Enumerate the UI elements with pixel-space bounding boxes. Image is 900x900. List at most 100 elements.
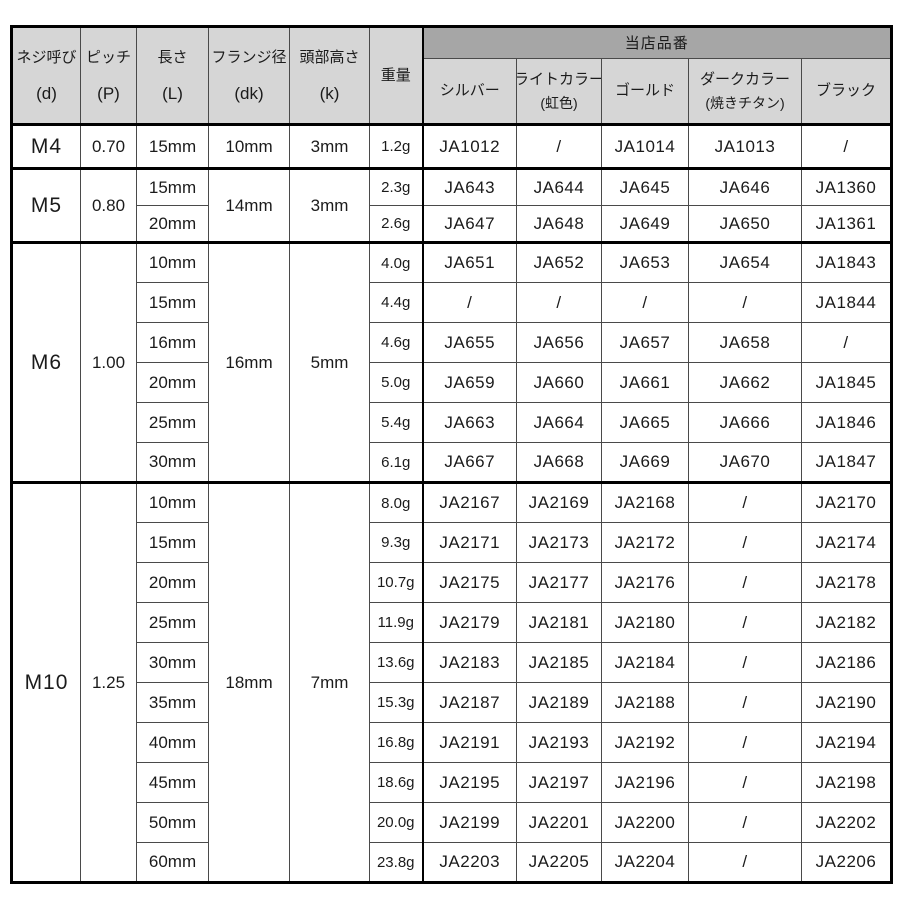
part-number-cell: JA668 <box>516 442 602 483</box>
part-number-cell: JA2185 <box>516 642 602 683</box>
part-number-cell: JA2180 <box>601 602 689 643</box>
part-number-cell: JA2203 <box>421 842 517 883</box>
part-number-cell: / <box>800 322 893 363</box>
length-cell: 16mm <box>136 322 209 363</box>
col-header-head-height: 頭部高さ (k) <box>289 26 370 125</box>
part-number-cell: JA2187 <box>421 682 517 723</box>
part-number-cell: JA2173 <box>516 522 602 563</box>
part-number-cell: / <box>601 282 689 323</box>
part-number-cell: JA2170 <box>800 481 893 523</box>
part-number-cell: JA2169 <box>516 481 602 523</box>
part-number-cell: JA644 <box>516 167 602 206</box>
length-cell: 30mm <box>136 642 209 683</box>
weight-cell: 2.6g <box>369 205 423 243</box>
part-number-cell: / <box>516 282 602 323</box>
part-number-cell: JA2206 <box>800 842 893 883</box>
part-number-cell: JA1361 <box>800 205 893 243</box>
part-number-cell: JA670 <box>688 442 802 483</box>
part-number-cell: JA2178 <box>800 562 893 603</box>
table-header: ネジ呼び (d) ピッチ (P) 長さ (L) <box>11 26 893 126</box>
weight-cell: 20.0g <box>369 802 423 843</box>
weight-cell: 4.0g <box>369 241 423 283</box>
part-number-cell: JA2189 <box>516 682 602 723</box>
length-cell: 25mm <box>136 602 209 643</box>
table-body: M4 0.70 15mm 10mm 3mm 1.2g JA1012/JA1014 JA1013… <box>11 123 893 883</box>
head-height-cell: 5mm <box>289 241 370 483</box>
spec-table: ネジ呼び (d) ピッチ (P) 長さ (L) <box>10 25 894 884</box>
part-number-cell: JA662 <box>688 362 802 403</box>
part-number-cell: JA2190 <box>800 682 893 723</box>
length-cell: 35mm <box>136 682 209 723</box>
weight-cell: 1.2g <box>369 123 423 169</box>
part-number-cell: JA1845 <box>800 362 893 403</box>
part-number-cell: JA1846 <box>800 402 893 443</box>
part-number-cell: JA650 <box>688 205 802 243</box>
col-header-label: シルバー <box>439 82 500 100</box>
part-number-cell: / <box>688 762 802 803</box>
part-number-cell: JA663 <box>421 402 517 443</box>
part-number-cell: / <box>421 282 517 323</box>
col-header-symbol: (dk) <box>234 83 264 103</box>
size-cell: M5 <box>11 167 81 243</box>
part-number-cell: JA648 <box>516 205 602 243</box>
part-number-cell: JA2177 <box>516 562 602 603</box>
col-header-label: ゴールド <box>614 82 675 100</box>
weight-cell: 13.6g <box>369 642 423 683</box>
col-header-symbol: (L) <box>162 83 183 103</box>
part-number-cell: JA1360 <box>800 167 893 206</box>
col-header-label: 頭部高さ <box>299 48 360 66</box>
col-header-label: ダークカラー <box>699 70 790 88</box>
part-number-cell: / <box>688 682 802 723</box>
length-cell: 20mm <box>136 362 209 403</box>
part-number-cell: JA2195 <box>421 762 517 803</box>
part-number-cell: JA2168 <box>601 481 689 523</box>
col-header-pitch: ピッチ (P) <box>80 26 137 125</box>
length-cell: 30mm <box>136 442 209 483</box>
length-cell: 20mm <box>136 562 209 603</box>
weight-cell: 2.3g <box>369 167 423 206</box>
length-cell: 25mm <box>136 402 209 443</box>
flange-cell: 14mm <box>208 167 290 243</box>
part-number-cell: JA2194 <box>800 722 893 763</box>
part-number-cell: / <box>688 802 802 843</box>
part-number-cell: JA664 <box>516 402 602 443</box>
part-number-cell: / <box>688 642 802 683</box>
flange-cell: 10mm <box>208 123 290 169</box>
part-number-cell: JA1012 <box>421 123 517 169</box>
weight-cell: 9.3g <box>369 522 423 563</box>
weight-cell: 23.8g <box>369 842 423 883</box>
part-number-cell: JA2182 <box>800 602 893 643</box>
col-header-part-number-group: 当店品番 <box>421 26 893 59</box>
length-cell: 15mm <box>136 522 209 563</box>
part-number-cell: JA652 <box>516 241 602 283</box>
col-header-label: ピッチ <box>85 48 131 66</box>
length-cell: 10mm <box>136 481 209 523</box>
part-number-cell: / <box>800 123 893 169</box>
size-cell: M4 <box>11 123 81 169</box>
part-number-cell: JA2186 <box>800 642 893 683</box>
part-number-cell: JA2172 <box>601 522 689 563</box>
part-number-cell: JA2200 <box>601 802 689 843</box>
weight-cell: 4.4g <box>369 282 423 323</box>
part-number-cell: JA2175 <box>421 562 517 603</box>
part-number-cell: JA2188 <box>601 682 689 723</box>
weight-cell: 18.6g <box>369 762 423 803</box>
col-header-label: ブラック <box>816 82 877 100</box>
part-number-cell: JA649 <box>601 205 689 243</box>
part-number-cell: JA2192 <box>601 722 689 763</box>
pitch-cell: 0.70 <box>80 123 137 169</box>
weight-cell: 8.0g <box>369 481 423 523</box>
pitch-cell: 1.25 <box>80 481 137 883</box>
col-header-label: 重量 <box>380 67 411 84</box>
col-header-flange-diameter: フランジ径 (dk) <box>208 26 290 125</box>
part-number-cell: JA2184 <box>601 642 689 683</box>
part-number-cell: JA657 <box>601 322 689 363</box>
weight-cell: 11.9g <box>369 602 423 643</box>
head-height-cell: 3mm <box>289 123 370 169</box>
col-header-length: 長さ (L) <box>136 26 209 125</box>
length-cell: 15mm <box>136 282 209 323</box>
part-number-cell: JA2197 <box>516 762 602 803</box>
col-header-gold: ゴールド <box>601 57 689 126</box>
part-number-cell: JA658 <box>688 322 802 363</box>
